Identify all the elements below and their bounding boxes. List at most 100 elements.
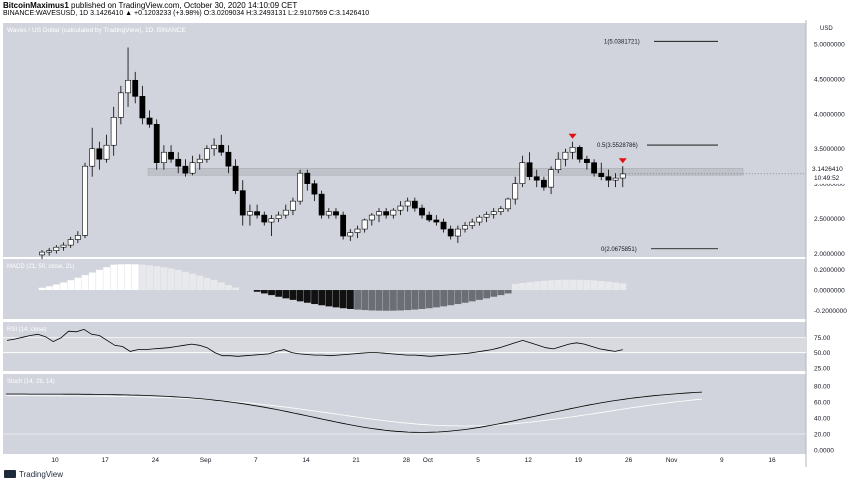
candle-body [125,79,131,94]
candle-body [591,162,597,174]
candle-body [483,214,490,218]
resistance-zone [147,168,744,176]
stoch-tick-label: 20.00 [814,432,831,439]
candle-body [297,172,304,202]
macd-histogram-bar [182,271,189,291]
macd-histogram-bar [296,290,304,302]
macd-histogram-bar [253,290,261,292]
candle-body [67,239,74,246]
candle-body [512,183,519,200]
candle-body [211,144,217,150]
stoch-k-line [6,391,703,433]
bar-countdown-label: 10:49:52 [814,175,840,182]
candle-body [74,235,81,240]
author-name[interactable]: BitcoinMaximus1 [3,1,69,10]
price-tick-label: 3.0000000 [814,181,845,188]
fib-level-label: 1(5.0381721) [604,39,640,45]
price-chart[interactable]: 5.0000000 4.5000000 4.0000000 3.5000000 3.00… [0,20,850,467]
publish-info: BitcoinMaximus1 published on TradingView… [3,1,297,10]
macd-histogram-bar [483,290,491,299]
macd-histogram-bar [612,282,620,291]
candle-body [555,158,562,170]
candle-body [232,165,239,191]
x-tick-label: 14 [302,457,310,464]
macd-histogram-bar [590,280,598,291]
macd-histogram-bar [74,277,82,291]
candle-body [290,200,296,211]
candle-body [376,211,382,216]
x-tick-label: 10 [51,457,59,464]
candle-body [411,200,418,209]
price-tick-label: 4.0000000 [814,111,845,118]
macd-histogram-bar [454,290,462,305]
macd-histogram-bar [576,279,584,291]
candle-body [153,123,160,164]
macd-histogram-bar [583,280,591,291]
macd-histogram-bar [540,280,548,291]
macd-histogram-bar [232,287,240,291]
macd-histogram-bar [526,282,534,291]
last-price-box [807,161,849,184]
macd-histogram-bar [569,279,577,291]
candle-body [548,169,554,188]
candle-body [383,211,390,216]
x-tick-label: Nov [666,457,678,464]
stoch-d-line [5,395,703,427]
candle-body [103,144,110,160]
stoch-label: Stoch (14, 28, 14) [7,379,55,385]
macd-histogram-bar [619,283,627,291]
candle-body [440,221,447,230]
macd-histogram-bar [217,282,225,291]
x-tick-label: 28 [403,457,411,464]
candle-body [311,183,318,195]
macd-histogram-bar [146,265,154,291]
tradingview-logo[interactable]: TradingView [4,470,63,479]
candle-body [196,158,203,164]
candle-body [254,211,260,216]
macd-histogram-bar [354,290,361,310]
macd-histogram-bar [88,272,96,291]
candle-body [96,148,103,160]
macd-histogram-bar [203,277,211,291]
candle-body [139,96,146,119]
fib-level-label: 0(2.0675851) [601,247,637,253]
candle-body [612,177,619,181]
macd-histogram-bar [45,286,53,291]
macd-histogram-bar [124,264,132,291]
x-tick-label: 24 [152,457,160,464]
x-tick-label: 5 [476,457,480,464]
macd-histogram-bar [318,290,326,306]
candle-body [584,158,590,164]
x-tick-label: Oct [423,457,433,464]
macd-histogram-bar [38,287,46,291]
macd-histogram-bar [325,290,333,307]
macd-histogram-bar [260,290,268,294]
macd-histogram-bar [67,280,75,291]
x-tick-label: 21 [353,457,361,464]
macd-histogram-bar [468,290,476,302]
candle-body [476,216,483,223]
candle-body [454,228,461,237]
price-tick-label: 4.5000000 [814,76,845,83]
candle-body [225,151,232,167]
chart-footer: TradingView [0,467,850,483]
macd-histogram-bar [390,290,397,311]
x-tick-label: 17 [102,457,110,464]
macd-histogram-bar [404,290,412,311]
macd-histogram-bar [375,290,383,311]
macd-histogram-bar [411,290,419,310]
candle-body [490,211,497,215]
macd-histogram-bar [361,290,369,311]
candle-body [117,92,124,118]
candle-body [89,148,96,167]
resistance-rejection-marker [568,133,577,139]
macd-histogram-bar [117,264,125,291]
candle-body [562,151,569,160]
macd-histogram-bar [347,290,354,309]
rsi-tick-label: 75.00 [814,335,831,342]
macd-histogram-bar [174,270,182,291]
macd-histogram-bar [418,290,426,309]
rsi-label: RSI (14, close) [7,327,47,333]
macd-histogram-bar [189,273,197,291]
candle-body [53,246,60,252]
